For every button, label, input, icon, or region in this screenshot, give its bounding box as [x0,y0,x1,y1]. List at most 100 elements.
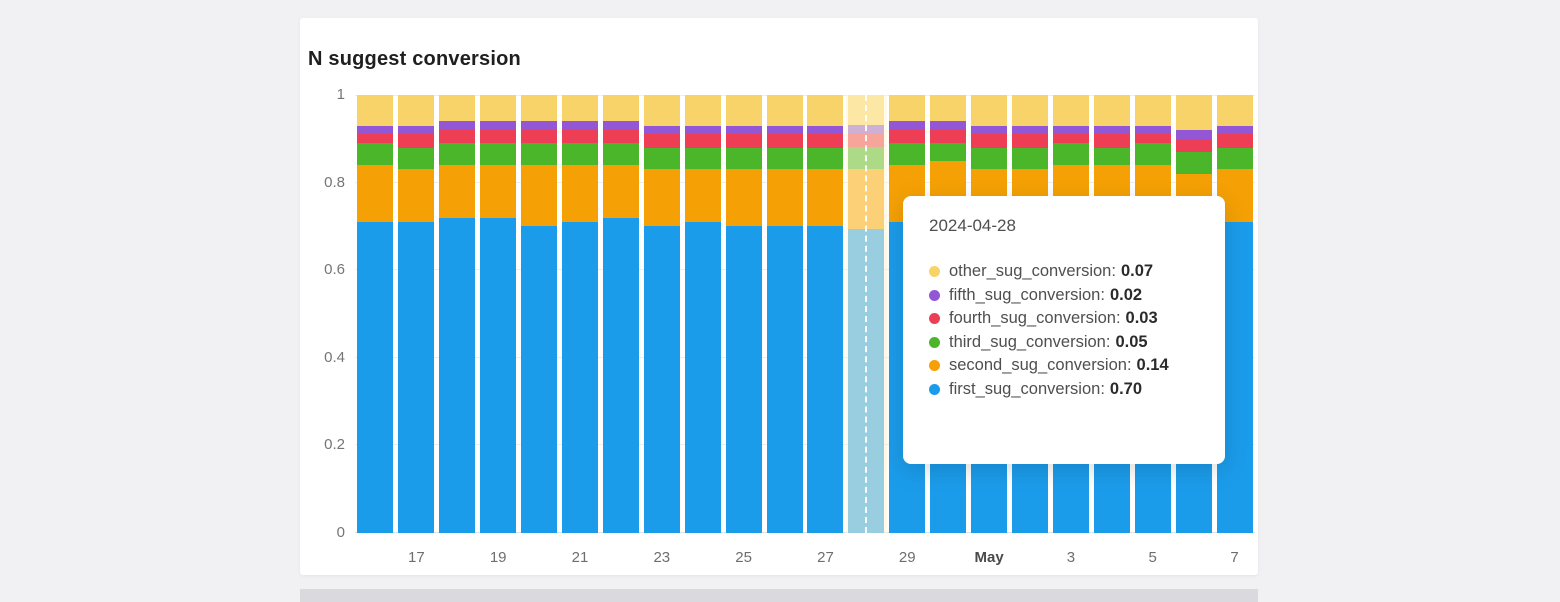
chart-bar[interactable] [521,95,558,533]
bar-segment-third_sug_conversion [398,147,435,170]
bar-segment-other_sug_conversion [480,95,517,122]
chart-bar[interactable] [766,95,803,533]
chart-bar[interactable] [602,95,639,533]
bar-segment-fourth_sug_conversion [807,134,844,148]
series-dot-icon [929,383,940,395]
bar-segment-fifth_sug_conversion [1052,125,1089,135]
bar-segment-first_sug_conversion [684,222,721,533]
bar-segment-second_sug_conversion [807,169,844,227]
x-axis-label: 29 [898,549,916,566]
tooltip-date: 2024-04-28 [929,216,1016,235]
bar-segment-fourth_sug_conversion [439,130,476,144]
bar-segment-third_sug_conversion [1175,151,1212,174]
bar-segment-fifth_sug_conversion [1093,125,1130,135]
chart-bar[interactable] [807,95,844,533]
y-axis: 0 0.2 0.4 0.6 0.8 1 [300,87,345,541]
y-axis-label: 1 [336,86,345,103]
x-axis-label: 19 [489,549,507,566]
chart-bar[interactable] [684,95,721,533]
tooltip-series-label: other_sug_conversion: [949,262,1116,281]
tooltip-row: second_sug_conversion: 0.14 [929,354,1199,378]
bar-segment-third_sug_conversion [643,147,680,170]
bar-segment-fourth_sug_conversion [971,134,1008,148]
bar-segment-third_sug_conversion [602,143,639,166]
series-dot-icon [929,289,940,301]
bar-segment-second_sug_conversion [398,169,435,223]
bar-segment-second_sug_conversion [521,165,558,227]
bar-segment-third_sug_conversion [725,147,762,170]
y-axis-label: 0.4 [324,348,345,366]
bar-segment-fourth_sug_conversion [398,134,435,148]
chart-bar[interactable] [398,95,435,533]
bar-segment-other_sug_conversion [1175,95,1212,131]
bar-segment-first_sug_conversion [766,226,803,533]
bar-segment-first_sug_conversion [398,222,435,533]
gridline [355,269,1255,271]
bar-segment-fifth_sug_conversion [480,121,517,131]
chart-bar[interactable] [562,95,598,533]
chart-bar[interactable] [725,95,762,533]
chart-title: N suggest conversion [308,48,521,70]
bar-segment-fifth_sug_conversion [1175,130,1212,139]
bar-segment-fourth_sug_conversion [1134,134,1171,144]
bar-segment-third_sug_conversion [930,143,967,161]
bar-segment-fourth_sug_conversion [725,134,762,148]
bottom-strip [300,589,1258,602]
bar-segment-other_sug_conversion [725,95,762,126]
bar-segment-fifth_sug_conversion [439,121,476,131]
bar-segment-other_sug_conversion [357,95,394,126]
bar-segment-first_sug_conversion [602,217,639,533]
x-axis-label: 5 [1148,549,1157,566]
bar-segment-fourth_sug_conversion [1093,134,1130,148]
bar-segment-other_sug_conversion [807,95,844,126]
bar-segment-other_sug_conversion [1052,95,1089,126]
tooltip-series-value: 0.02 [1109,285,1143,304]
x-axis-label: May [974,549,1004,566]
bar-segment-other_sug_conversion [398,95,435,126]
tooltip-row: fourth_sug_conversion: 0.03 [929,307,1199,331]
bar-segment-other_sug_conversion [521,95,558,122]
gridline [355,95,1255,96]
bar-segment-fifth_sug_conversion [889,121,926,131]
x-axis-label: 27 [817,549,834,566]
bar-segment-second_sug_conversion [562,165,598,223]
bar-segment-fourth_sug_conversion [602,130,639,144]
x-axis-label: 7 [1230,549,1239,566]
bar-segment-second_sug_conversion [725,169,762,227]
bar-segment-other_sug_conversion [889,95,926,122]
bar-segment-other_sug_conversion [1012,95,1048,126]
tooltip-series-label: second_sug_conversion: [949,356,1132,375]
bar-segment-third_sug_conversion [971,147,1008,170]
tooltip-row: first_sug_conversion: 0.70 [929,378,1199,402]
bar-segment-fifth_sug_conversion [1012,125,1048,135]
bar-segment-third_sug_conversion [521,143,558,166]
bar-segment-other_sug_conversion [1216,95,1253,126]
bar-segment-fourth_sug_conversion [1175,138,1212,152]
chart-tooltip: 2024-04-28 other_sug_conversion: 0.07 fift… [903,196,1225,464]
chart-plot-area[interactable]: 17 19 21 23 25 27 29 May 3 5 7 [355,95,1255,566]
chart-bar[interactable] [643,95,680,533]
bar-segment-other_sug_conversion [930,95,967,122]
y-axis-label: 0.6 [324,261,345,279]
bar-segment-third_sug_conversion [684,147,721,170]
series-dot-icon [929,336,940,348]
bar-segment-other_sug_conversion [971,95,1008,126]
bar-segment-third_sug_conversion [807,147,844,170]
chart-bar[interactable] [439,95,476,533]
gridline [355,532,1255,533]
bar-segment-fourth_sug_conversion [357,134,394,144]
x-axis-label: 3 [1066,549,1076,566]
bar-segment-third_sug_conversion [1134,143,1171,166]
chart-bar[interactable] [357,95,394,533]
gridline [355,181,1255,183]
gridline [355,444,1255,446]
tooltip-row: fifth_sug_conversion: 0.02 [929,284,1199,308]
bar-segment-fifth_sug_conversion [971,125,1008,135]
chart-card: N suggest conversion 0 0.2 0.4 0.6 0.8 1 17 19… [300,18,1258,575]
chart-bar[interactable] [480,95,517,533]
x-axis-label: 21 [571,549,589,566]
axis-pointer-line [865,95,868,533]
bar-segment-fifth_sug_conversion [602,121,639,131]
bar-segment-third_sug_conversion [889,143,926,166]
bar-segment-second_sug_conversion [480,165,517,218]
